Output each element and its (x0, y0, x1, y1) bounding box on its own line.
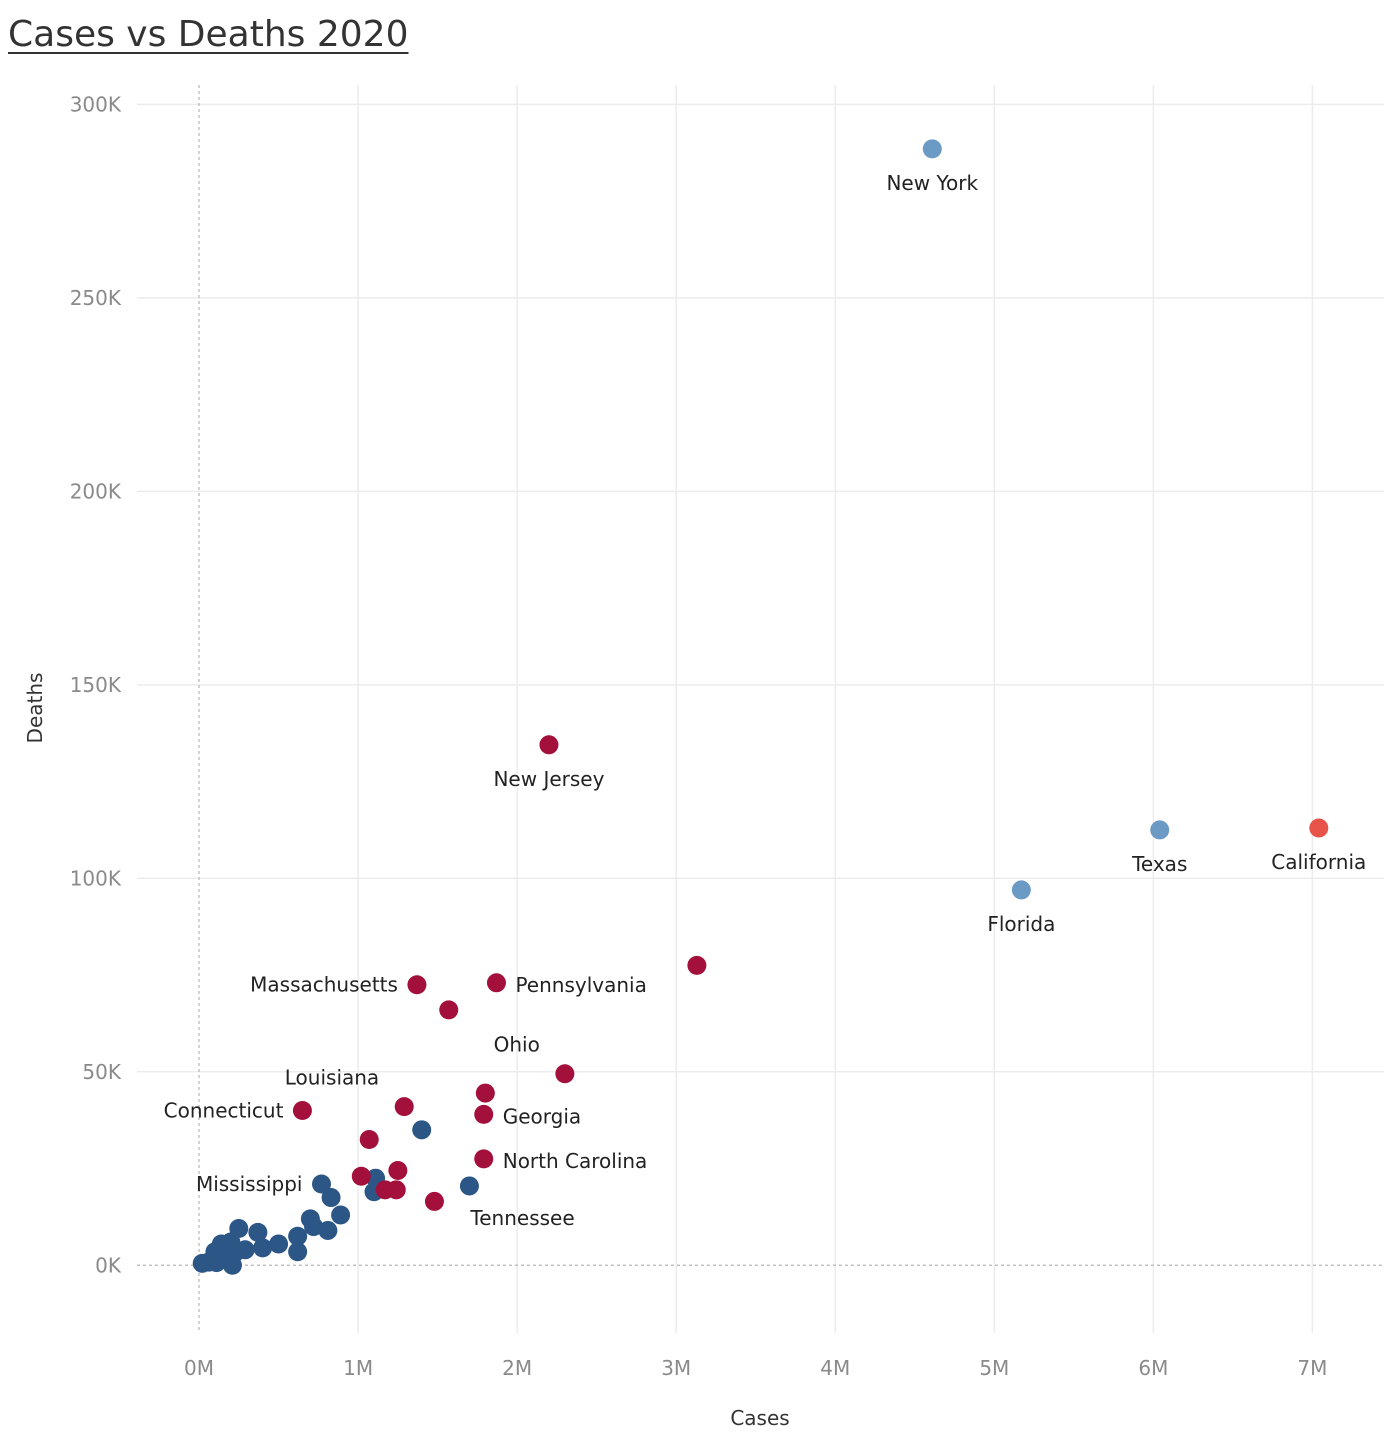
data-point (288, 1242, 308, 1262)
data-point (922, 139, 942, 159)
data-point (222, 1255, 242, 1275)
data-point (312, 1174, 332, 1194)
x-tick-label: 1M (343, 1356, 373, 1380)
point-labels: New York Texas Florida California New Jersey… (164, 171, 1367, 1230)
point-label: Florida (987, 912, 1055, 936)
data-point (1309, 818, 1329, 838)
data-point (459, 1176, 479, 1196)
y-tick-label: 300K (70, 92, 122, 116)
point-label: Pennsylvania (515, 973, 646, 997)
data-point (359, 1130, 379, 1150)
data-point (412, 1120, 432, 1140)
point-label: New Jersey (493, 767, 604, 791)
point-label: California (1271, 850, 1366, 874)
data-point (1011, 880, 1031, 900)
data-point (269, 1234, 289, 1254)
data-point (321, 1188, 341, 1208)
chart-title: Cases vs Deaths 2020 (8, 14, 409, 55)
data-point (1150, 820, 1170, 840)
x-tick-label: 4M (820, 1356, 850, 1380)
data-point (486, 973, 506, 993)
data-point (292, 1100, 312, 1120)
data-point (439, 1000, 459, 1020)
y-tick-label: 250K (70, 286, 122, 310)
zero-lines (137, 85, 1384, 1333)
x-axis-title: Cases (730, 1406, 789, 1430)
point-label: Mississippi (196, 1172, 303, 1196)
y-tick-label: 0K (95, 1253, 122, 1277)
y-tick-label: 150K (70, 673, 122, 697)
y-tick-label: 50K (82, 1060, 121, 1084)
data-point (386, 1180, 406, 1200)
y-tick-label: 100K (70, 866, 122, 890)
data-point (253, 1238, 273, 1258)
point-label: Louisiana (285, 1066, 379, 1090)
y-axis-title: Deaths (23, 673, 47, 744)
point-label: New York (886, 171, 978, 195)
data-point (407, 975, 427, 995)
point-label: Connecticut (164, 1098, 284, 1122)
x-tick-label: 5M (979, 1356, 1009, 1380)
data-point (199, 1252, 219, 1272)
data-point (555, 1064, 575, 1084)
tick-labels: 0M 1M 2M 3M 4M 5M 6M 7M 0K 50K 100K 150K 200K 250K 300… (70, 92, 1328, 1380)
point-label: Georgia (503, 1104, 581, 1128)
data-point (424, 1191, 444, 1211)
point-label: Ohio (494, 1033, 540, 1057)
data-point (539, 735, 559, 755)
data-point (351, 1166, 371, 1186)
x-tick-label: 7M (1297, 1356, 1327, 1380)
y-tick-label: 200K (70, 479, 122, 503)
data-point (288, 1226, 308, 1246)
x-tick-label: 2M (502, 1356, 532, 1380)
x-tick-label: 0M (184, 1356, 214, 1380)
data-point (248, 1222, 268, 1242)
point-label: Texas (1131, 852, 1187, 876)
point-label: Tennessee (469, 1206, 574, 1230)
data-point (388, 1160, 408, 1180)
point-label: North Carolina (503, 1149, 648, 1173)
data-point (331, 1205, 351, 1225)
data-point (687, 955, 707, 975)
data-point (474, 1104, 494, 1124)
data-point (394, 1097, 414, 1117)
x-tick-label: 3M (661, 1356, 691, 1380)
data-points (192, 139, 1329, 1275)
data-point (475, 1083, 495, 1103)
data-point (304, 1217, 324, 1237)
data-point (318, 1220, 338, 1240)
x-tick-label: 6M (1138, 1356, 1168, 1380)
data-point (474, 1149, 494, 1169)
grid-lines (137, 85, 1384, 1333)
point-label: Massachusetts (250, 973, 398, 997)
